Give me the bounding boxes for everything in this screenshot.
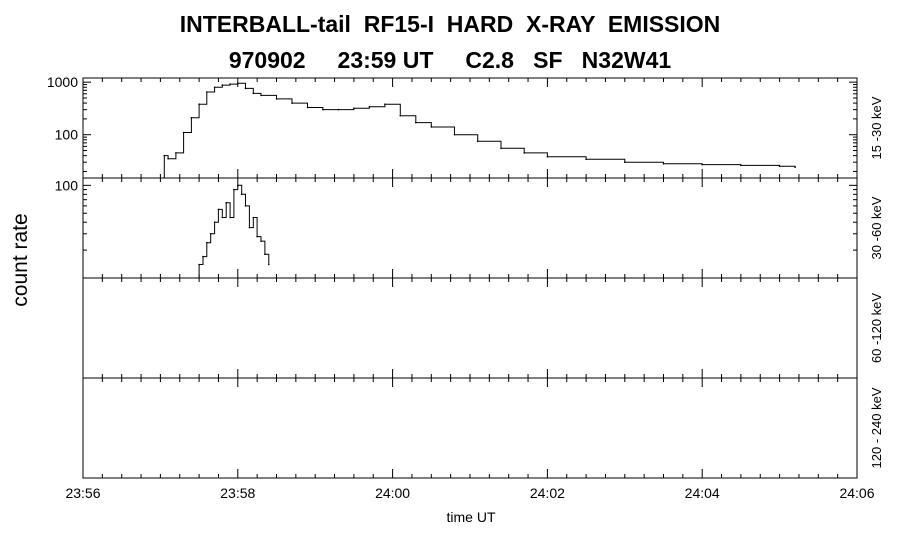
data-point [256,235,258,238]
data-point [237,184,239,187]
data-point [546,156,549,158]
data-point [778,165,781,168]
panel-frame [82,77,858,179]
data-point [225,201,227,204]
data-point [229,83,231,85]
data-point [198,103,200,105]
panel-frame [82,277,858,379]
data-point [368,106,371,108]
data-point [500,147,502,150]
panel-3: 60 -120 keV [82,277,884,379]
data-point [476,140,479,143]
series-line [198,184,270,278]
data-point [206,91,208,93]
panel-frame [82,377,858,479]
x-axis: 23:56 23:58 24:00 24:02 24:04 24:06 [65,485,874,501]
data-point [190,117,193,119]
data-point [206,242,208,244]
x-tick-label: 24:04 [685,485,720,501]
data-point [662,163,665,165]
data-point [229,216,231,219]
x-tick-label: 23:56 [65,485,100,501]
x-tick-label: 23:58 [220,485,255,501]
data-point [175,152,177,154]
x-tick-label: 24:06 [839,485,874,501]
chart-title: INTERBALL-tail RF15-I HARD X-RAY EMISSIO… [179,11,721,37]
chart-subtitle: 970902 23:59 UT C2.8 SF N32W41 [228,47,672,73]
x-tick-label: 24:00 [375,485,410,501]
data-point [794,166,796,169]
data-point [240,193,243,196]
data-point [244,87,247,90]
y-tick-label: 100 [55,177,79,193]
panel-2: 100 30 -60 keV [55,177,884,279]
data-point [221,84,224,86]
channel-label: 30 -60 keV [869,196,884,259]
panel-frame [82,177,858,279]
data-point [198,263,200,266]
data-point [233,188,235,191]
data-point [701,163,703,166]
channel-label: 120 - 240 keV [869,387,884,468]
data-point [624,161,626,163]
data-point [202,255,204,258]
panel-1: 100 1000 15 -30 keV [47,74,884,179]
data-point [268,263,270,266]
data-point [260,94,262,97]
y-tick-label: 100 [55,127,79,143]
data-point [322,108,324,111]
data-point [182,131,185,134]
data-point [353,107,355,109]
data-point [252,216,255,219]
panels-group: 100 1000 15 -30 keV 100 30 -60 keV 60 -120 ke… [47,74,884,479]
data-point [275,98,278,100]
data-point [523,152,525,154]
data-point [167,157,169,160]
data-point [248,226,251,229]
data-point [221,216,224,219]
data-point [740,164,742,167]
data-point [291,102,293,104]
data-point [430,126,433,128]
data-point [337,108,340,111]
y-axis-label: count rate [9,213,32,306]
data-point [585,158,587,161]
data-point [213,86,216,89]
data-point [237,82,239,85]
x-axis-label: time UT [447,509,496,525]
data-point [260,240,262,242]
panel-4: 120 - 240 keV [82,377,884,479]
y-tick-label: 1000 [47,74,78,90]
data-point [217,208,220,211]
data-point [384,103,386,105]
x-tick-label: 24:02 [530,485,565,501]
channel-label: 15 -30 keV [869,96,884,159]
data-point [415,121,417,124]
data-point [209,233,212,235]
data-point [264,253,266,256]
data-point [306,106,309,109]
data-point [399,114,402,117]
data-point [244,205,247,207]
data-point [163,154,166,157]
channel-label: 60 -120 keV [869,293,884,363]
data-point [252,92,255,95]
series-line [163,82,796,178]
data-point [453,133,456,136]
data-point [213,221,216,223]
